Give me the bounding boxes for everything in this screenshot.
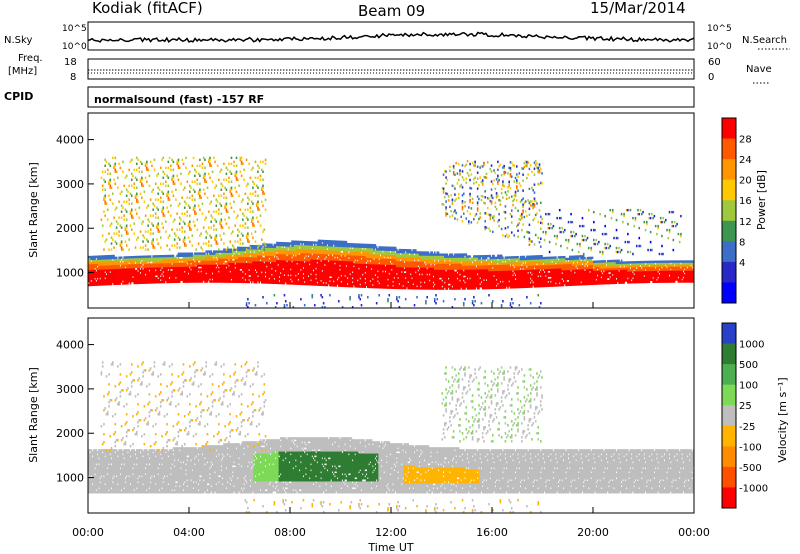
colorbar-tick-label: 16 [739, 196, 752, 207]
colorbar-segment [722, 446, 736, 468]
y-tick-label: 2000 [56, 222, 84, 235]
colorbar-tick-label: 4 [739, 258, 745, 269]
freq-tick-top: 18 [64, 57, 77, 68]
nsearch-tick-top: 10^5 [707, 24, 732, 34]
nsky-tick-top: 10^5 [62, 24, 87, 34]
date-title: 15/Mar/2014 [590, 0, 686, 17]
velocity-colorbar-label: Velocity [m s⁻¹] [776, 377, 789, 462]
colorbar-segment [722, 220, 736, 242]
colorbar-tick-label: -1000 [739, 483, 768, 494]
velocity-ticks: 1000 2000 3000 4000 [56, 339, 695, 513]
colorbar-tick-label: 24 [739, 155, 752, 166]
power-panel: 1000 2000 3000 4000 Slant Range [km] [27, 112, 695, 309]
nave-label: Nave [746, 64, 772, 75]
x-tick-label: 00:00 [678, 526, 710, 539]
colorbar-tick-label: 8 [739, 237, 745, 248]
beam-title: Beam 09 [358, 2, 425, 20]
y-tick-label: 1000 [56, 472, 84, 485]
nsky-tick-bottom: 10^0 [62, 42, 87, 52]
velocity-panel: 1000 2000 3000 4000 Slant Range [km] [27, 317, 695, 514]
x-tick-label: 00:00 [72, 526, 104, 539]
colorbar-tick-label: 500 [739, 360, 758, 371]
freq-label-1: Freq. [18, 53, 43, 64]
x-axis-tick-labels: 00:00 04:00 08:00 12:00 16:00 20:00 00:00 [72, 526, 710, 539]
colorbar-segment [722, 384, 736, 406]
colorbar-tick-label: 1000 [739, 340, 764, 351]
colorbar-tick-label: -100 [739, 442, 762, 453]
nsky-panel-frame [87, 21, 695, 51]
colorbar-segment [722, 261, 736, 283]
colorbar-segment [722, 138, 736, 160]
colorbar-tick-label: 28 [739, 135, 752, 146]
freq-panel-frame [87, 58, 695, 80]
power-ticks: 1000 2000 3000 4000 [56, 134, 695, 308]
colorbar-tick-label: 25 [739, 401, 752, 412]
colorbar-segment [722, 200, 736, 222]
power-colorbar-label: Power [dB] [755, 170, 768, 230]
y-tick-label: 1000 [56, 267, 84, 280]
y-tick-label: 4000 [56, 134, 84, 147]
colorbar-segment [722, 159, 736, 181]
colorbar-segment [722, 282, 736, 304]
colorbar-segment [722, 179, 736, 201]
nave-tick-top: 60 [708, 57, 721, 68]
x-axis-label: Time UT [367, 541, 413, 554]
x-tick-label: 16:00 [476, 526, 508, 539]
velocity-scatter [88, 361, 695, 514]
y-tick-label: 4000 [56, 339, 84, 352]
y-tick-label: 3000 [56, 178, 84, 191]
colorbar-segment [722, 323, 736, 345]
colorbar-segment [722, 487, 736, 509]
x-tick-label: 08:00 [274, 526, 306, 539]
nsearch-label: N.Search [742, 35, 787, 46]
colorbar-tick-label: -25 [739, 422, 755, 433]
colorbar-tick-label: 20 [739, 176, 752, 187]
power-scatter [88, 156, 695, 309]
x-tick-label: 04:00 [173, 526, 205, 539]
x-tick-label: 12:00 [375, 526, 407, 539]
cpid-label: CPID [4, 90, 33, 103]
colorbar-tick-label: 12 [739, 217, 752, 228]
velocity-ylabel: Slant Range [km] [27, 367, 40, 463]
nave-tick-bottom: 0 [708, 72, 714, 83]
x-tick-label: 20:00 [577, 526, 609, 539]
freq-tick-bottom: 8 [70, 72, 76, 83]
colorbar-segment [722, 405, 736, 427]
colorbar-segment [722, 425, 736, 447]
colorbar-tick-label: -500 [739, 463, 762, 474]
nsky-label: N.Sky [4, 35, 32, 46]
nsky-trace [87, 31, 695, 43]
colorbar-segment [722, 118, 736, 140]
colorbar-segment [722, 241, 736, 263]
power-colorbar: 28 24 20 16 12 8 4 [721, 117, 752, 304]
y-tick-label: 3000 [56, 383, 84, 396]
colorbar-segment [722, 466, 736, 488]
freq-label-2: [MHz] [8, 66, 37, 77]
colorbar-segment [722, 364, 736, 386]
y-tick-label: 2000 [56, 427, 84, 440]
cpid-text: normalsound (fast) -157 RF [94, 93, 264, 106]
velocity-colorbar: 1000 500 100 25 -25 -100 -500 -1000 [721, 322, 768, 509]
cpid-panel-frame [87, 86, 695, 108]
nsearch-tick-bottom: 10^0 [707, 42, 732, 52]
colorbar-tick-label: 100 [739, 381, 758, 392]
colorbar-segment [722, 343, 736, 365]
station-title: Kodiak (fitACF) [92, 0, 203, 17]
power-ylabel: Slant Range [km] [27, 162, 40, 258]
